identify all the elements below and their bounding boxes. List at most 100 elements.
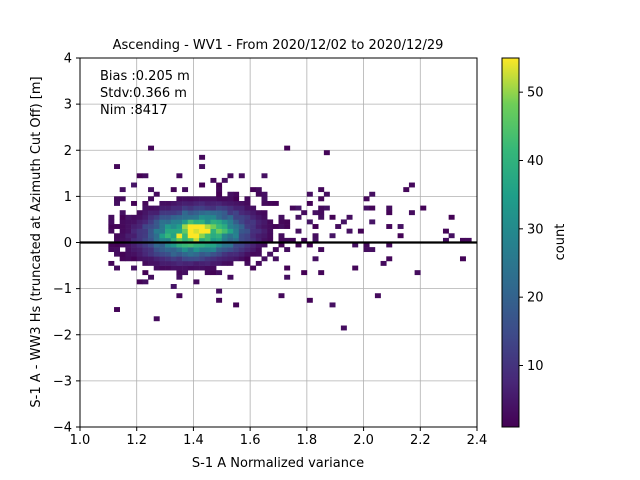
heatmap-cell <box>459 237 466 243</box>
heatmap-cell <box>250 237 257 243</box>
heatmap-cell <box>238 242 245 248</box>
heatmap-cell <box>284 265 291 271</box>
heatmap-cell <box>176 205 183 211</box>
heatmap-cell <box>261 256 268 262</box>
heatmap-cell <box>170 214 177 220</box>
heatmap-cell <box>193 251 200 257</box>
heatmap-cell <box>131 182 138 188</box>
heatmap-cell <box>267 200 274 206</box>
heatmap-cell <box>255 242 262 248</box>
heatmap-cell <box>227 242 234 248</box>
heatmap-cell <box>238 251 245 257</box>
heatmap-cell <box>216 242 223 248</box>
heatmap-cell <box>187 265 194 271</box>
x-tick-label: 2.0 <box>353 433 374 448</box>
heatmap-cell <box>153 256 160 262</box>
heatmap-cell <box>114 237 120 243</box>
heatmap-cell <box>187 219 194 225</box>
heatmap-cell <box>221 210 228 216</box>
heatmap-cell <box>244 247 251 253</box>
heatmap-cell <box>414 270 421 276</box>
heatmap-cell <box>318 205 325 211</box>
heatmap-cell <box>159 224 166 229</box>
heatmap-cell <box>227 274 234 280</box>
heatmap-cell <box>142 242 149 248</box>
heatmap-cell <box>131 265 138 271</box>
heatmap-cell <box>261 214 268 220</box>
heatmap-cell <box>204 214 211 220</box>
heatmap-cell <box>221 177 228 183</box>
heatmap-cell <box>357 228 364 234</box>
heatmap-cell <box>261 237 268 243</box>
heatmap-cell <box>227 233 234 239</box>
heatmap-cell <box>131 251 138 257</box>
heatmap-cell <box>153 316 160 322</box>
heatmap-cell <box>312 233 319 239</box>
heatmap-cell <box>312 210 319 216</box>
heatmap-cell <box>199 219 206 225</box>
heatmap-cell <box>199 205 206 211</box>
heatmap-cell <box>261 233 268 239</box>
heatmap-cell <box>284 219 291 225</box>
heatmap-cell <box>165 224 172 229</box>
heatmap-cell <box>187 233 194 239</box>
heatmap-cell <box>136 233 143 239</box>
heatmap-cell <box>199 233 206 239</box>
heatmap-cell <box>352 265 359 271</box>
heatmap-cell <box>170 251 177 257</box>
heatmap-cell <box>176 237 183 243</box>
heatmap-cell <box>227 173 234 179</box>
heatmap-cell <box>221 260 228 266</box>
x-tick-label: 1.6 <box>240 433 261 448</box>
heatmap-cell <box>193 256 200 262</box>
y-tick-label: 3 <box>64 98 72 113</box>
heatmap-cell <box>295 228 302 234</box>
heatmap-cell <box>278 237 285 243</box>
heatmap-cell <box>340 219 347 225</box>
heatmap-cell <box>216 191 223 197</box>
heatmap-cell <box>136 219 143 225</box>
heatmap-cell <box>159 260 166 266</box>
heatmap-cell <box>255 214 262 220</box>
heatmap-cell <box>221 251 228 257</box>
heatmap-cell <box>142 251 149 257</box>
heatmap-cell <box>233 247 240 253</box>
heatmap-cell <box>199 200 206 206</box>
heatmap-cell <box>255 237 262 243</box>
heatmap-cell <box>187 228 194 234</box>
heatmap-cell <box>233 210 240 216</box>
heatmap-cell <box>204 219 211 225</box>
heatmap-cell <box>318 196 325 202</box>
heatmap-cell <box>227 191 234 197</box>
heatmap-cell <box>187 200 194 206</box>
heatmap-cell <box>312 224 319 229</box>
heatmap-cell <box>233 233 240 239</box>
heatmap-cell <box>278 242 285 248</box>
heatmap-cell <box>386 210 393 216</box>
heatmap-cell <box>114 251 120 257</box>
heatmap-cell <box>306 242 313 248</box>
heatmap-cell <box>329 233 336 239</box>
heatmap-cell <box>136 237 143 243</box>
heatmap-cell <box>199 224 206 229</box>
heatmap-cell <box>227 210 234 216</box>
heatmap-cell <box>221 219 228 225</box>
heatmap-cell <box>165 260 172 266</box>
heatmap-cell <box>159 265 166 271</box>
heatmap-cell <box>153 260 160 266</box>
heatmap-cell <box>165 237 172 243</box>
heatmap-cell <box>386 205 393 211</box>
heatmap-cell <box>136 242 143 248</box>
heatmap-cell <box>227 237 234 243</box>
heatmap-cell <box>346 214 353 220</box>
heatmap-cell <box>119 228 126 234</box>
heatmap-cell <box>193 279 200 285</box>
heatmap-cell <box>221 196 228 202</box>
heatmap-cell <box>136 256 143 262</box>
heatmap-cell <box>261 196 268 202</box>
heatmap-cell <box>176 256 183 262</box>
heatmap-cell <box>176 265 183 271</box>
heatmap-cell <box>227 200 234 206</box>
heatmap-cell <box>119 214 126 220</box>
heatmap-cell <box>136 224 143 229</box>
